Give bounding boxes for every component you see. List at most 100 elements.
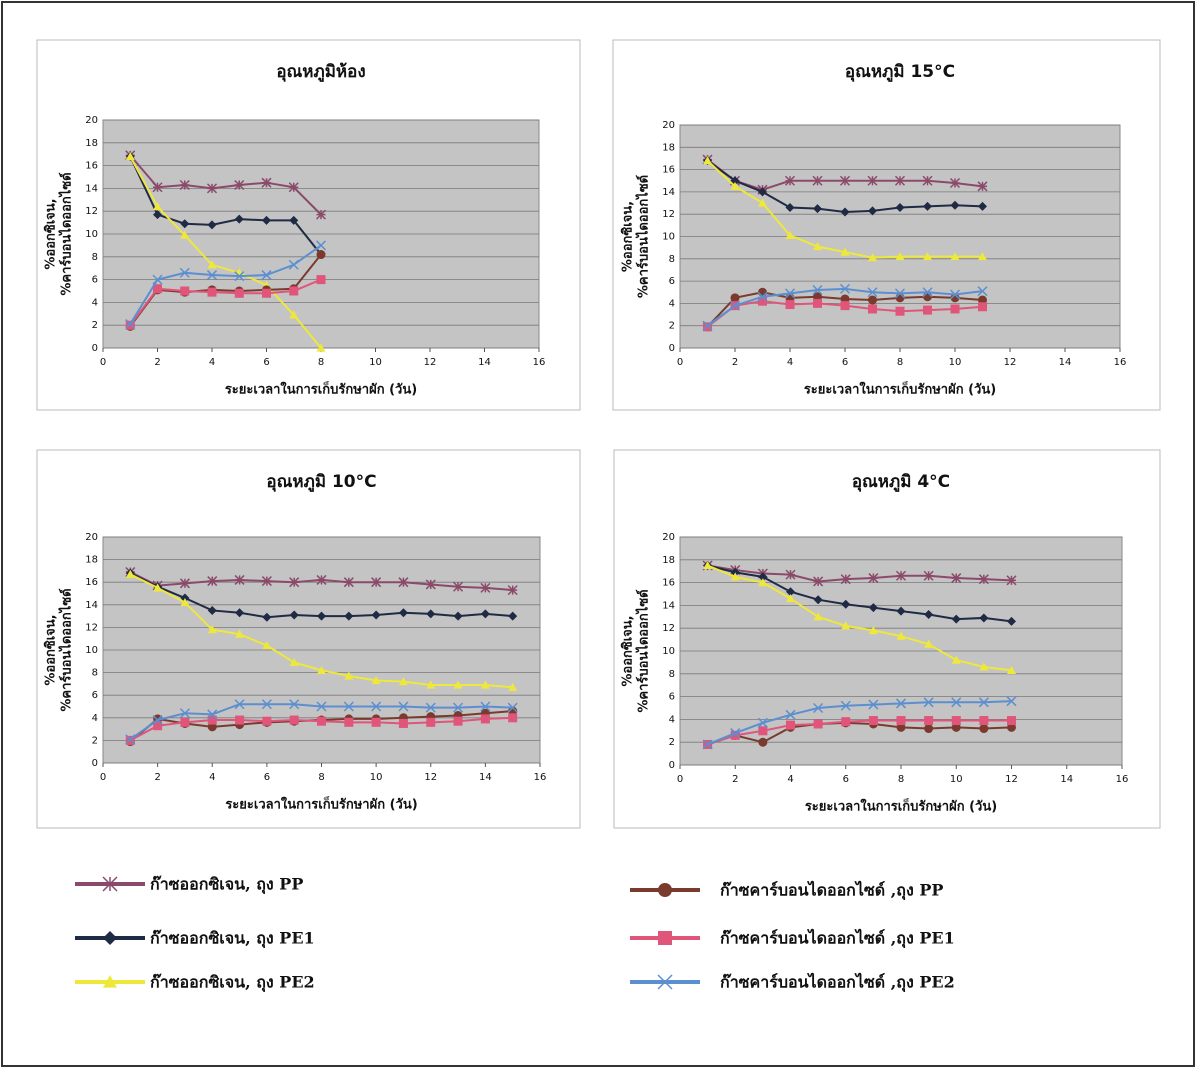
marker xyxy=(924,724,933,733)
marker-shape xyxy=(841,301,850,310)
x-tick-label: 12 xyxy=(424,357,437,368)
x-tick-label: 8 xyxy=(318,357,324,368)
legend-label: ก๊าซคาร์บอนไดออกไซด์ ,ถุง PP xyxy=(720,881,943,901)
marker xyxy=(454,717,463,726)
marker xyxy=(1007,576,1016,585)
marker xyxy=(923,306,932,315)
y-tick-label: 0 xyxy=(92,758,98,769)
marker-shape xyxy=(924,716,933,725)
marker xyxy=(399,578,408,587)
y-tick-label: 2 xyxy=(669,737,675,748)
marker-shape xyxy=(317,275,326,284)
y-tick-label: 14 xyxy=(662,187,675,198)
marker xyxy=(180,180,189,189)
marker xyxy=(952,574,961,583)
marker-shape xyxy=(979,724,988,733)
x-tick-label: 2 xyxy=(154,772,160,783)
y-axis-label: %ออกซิเจน, xyxy=(44,198,59,269)
marker-shape xyxy=(786,300,795,309)
legend-label: ก๊าซคาร์บอนไดออกไซด์ ,ถุง PE1 xyxy=(720,929,955,949)
x-tick-label: 6 xyxy=(264,772,270,783)
marker-shape xyxy=(658,883,672,897)
marker xyxy=(786,176,795,185)
y-tick-label: 20 xyxy=(662,532,675,543)
marker-shape xyxy=(868,304,877,313)
marker xyxy=(786,721,795,730)
y-tick-label: 4 xyxy=(669,714,675,725)
x-tick-label: 6 xyxy=(843,774,849,785)
x-tick-label: 0 xyxy=(677,357,683,368)
marker xyxy=(979,575,988,584)
marker xyxy=(841,575,850,584)
marker xyxy=(951,178,960,187)
x-tick-label: 0 xyxy=(100,772,106,783)
marker xyxy=(897,716,906,725)
marker xyxy=(868,304,877,313)
marker xyxy=(262,717,271,726)
marker xyxy=(317,210,326,219)
x-tick-label: 16 xyxy=(1114,357,1127,368)
x-tick-label: 10 xyxy=(370,772,383,783)
marker xyxy=(103,877,117,891)
y-tick-label: 12 xyxy=(662,209,675,220)
marker xyxy=(235,716,244,725)
y-tick-label: 20 xyxy=(85,115,98,126)
x-tick-label: 10 xyxy=(949,357,962,368)
y-tick-label: 6 xyxy=(92,275,98,286)
x-tick-label: 4 xyxy=(209,357,215,368)
marker xyxy=(126,321,135,330)
x-axis-label: ระยะเวลาในการเก็บรักษาผัก (วัน) xyxy=(804,380,996,398)
legend-label: ก๊าซออกซิเจน, ถุง PE1 xyxy=(150,929,315,949)
marker xyxy=(869,574,878,583)
marker xyxy=(758,738,767,747)
x-tick-label: 14 xyxy=(479,772,492,783)
marker xyxy=(896,293,905,302)
marker-shape xyxy=(951,304,960,313)
marker-shape xyxy=(923,292,932,301)
marker-shape xyxy=(454,717,463,726)
chart-title: อุณหภูมิห้อง xyxy=(276,62,365,83)
marker xyxy=(896,176,905,185)
marker xyxy=(868,176,877,185)
y-tick-label: 10 xyxy=(662,232,675,243)
marker-shape xyxy=(426,718,435,727)
y-tick-label: 8 xyxy=(669,669,675,680)
y-tick-label: 18 xyxy=(662,142,675,153)
marker-shape xyxy=(290,716,299,725)
y-tick-label: 16 xyxy=(662,578,675,589)
marker-shape xyxy=(372,718,381,727)
marker xyxy=(897,571,906,580)
x-tick-label: 16 xyxy=(533,357,546,368)
y-axis-label: %ออกซิเจน, xyxy=(44,614,59,685)
chart-title: อุณหภูมิ 10°C xyxy=(266,472,376,493)
x-axis-label: ระยะเวลาในการเก็บรักษาผัก (วัน) xyxy=(225,795,417,813)
x-tick-label: 14 xyxy=(1059,357,1072,368)
marker xyxy=(923,292,932,301)
marker-shape xyxy=(126,321,135,330)
marker xyxy=(923,176,932,185)
marker-shape xyxy=(344,718,353,727)
x-tick-label: 8 xyxy=(898,774,904,785)
y-tick-label: 8 xyxy=(92,252,98,263)
y-axis-label: %ออกซิเจน, xyxy=(621,615,636,686)
y-tick-label: 0 xyxy=(669,760,675,771)
marker-shape xyxy=(896,293,905,302)
y-tick-label: 6 xyxy=(669,692,675,703)
figure: 024681012141618200246810121416อุณหภูมิห้… xyxy=(0,0,1196,1068)
marker xyxy=(208,184,217,193)
marker-shape xyxy=(289,287,298,296)
y-axis-label: %คาร์บอนไดออกไซด์ xyxy=(58,588,75,711)
marker xyxy=(235,180,244,189)
marker-shape xyxy=(979,716,988,725)
marker xyxy=(869,716,878,725)
y-tick-label: 10 xyxy=(85,229,98,240)
marker xyxy=(979,724,988,733)
x-tick-label: 10 xyxy=(950,774,963,785)
marker xyxy=(235,289,244,298)
x-tick-label: 4 xyxy=(787,357,793,368)
marker xyxy=(426,580,435,589)
marker xyxy=(508,586,517,595)
y-tick-label: 2 xyxy=(92,735,98,746)
marker xyxy=(508,713,517,722)
marker xyxy=(153,183,162,192)
